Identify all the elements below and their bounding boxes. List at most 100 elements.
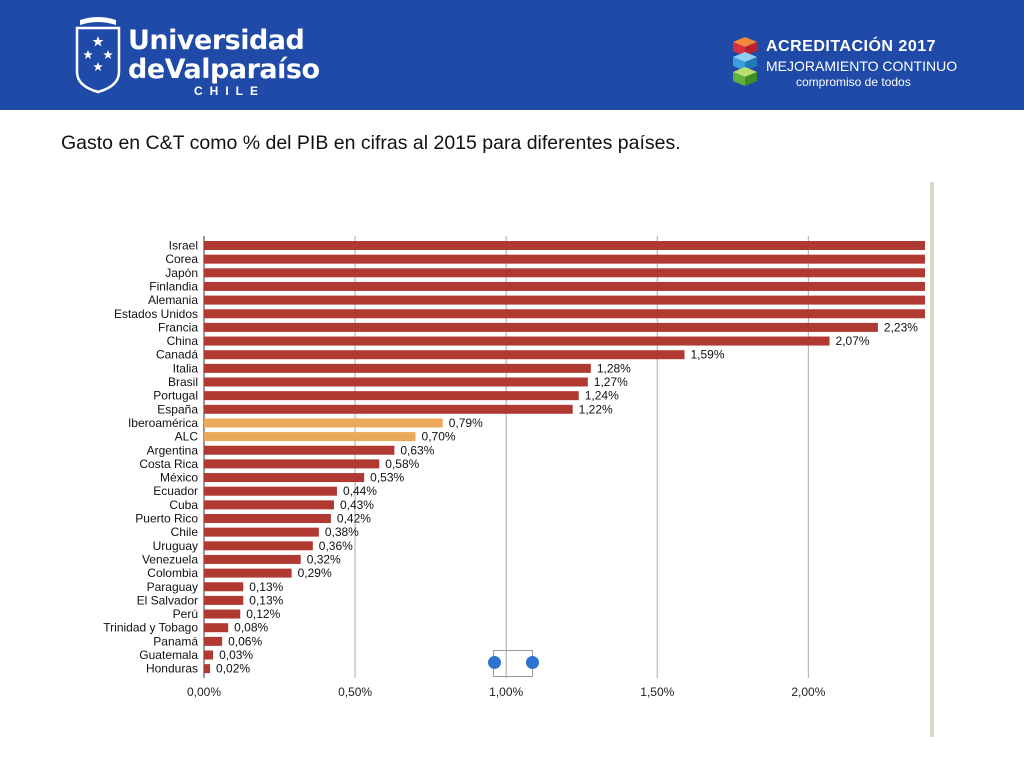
bar[interactable]	[204, 568, 292, 578]
data-label: 1,24%	[585, 389, 619, 403]
bar[interactable]	[204, 391, 579, 401]
resize-handle-right[interactable]	[526, 656, 539, 669]
bar[interactable]	[204, 350, 685, 360]
category-label: Venezuela	[142, 552, 198, 566]
category-label: Corea	[165, 252, 198, 266]
data-label: 0,03%	[219, 648, 253, 662]
data-label: 0,32%	[307, 552, 341, 566]
data-label: 0,29%	[298, 566, 332, 580]
category-label: Israel	[169, 239, 198, 253]
data-label: 0,42%	[337, 512, 371, 526]
category-label: Canadá	[156, 348, 198, 362]
logo-line-1: Universidad	[128, 25, 305, 56]
category-label: Puerto Rico	[135, 512, 198, 526]
category-label: Honduras	[146, 662, 198, 676]
logo-line-3: CHILE	[194, 84, 265, 98]
bar[interactable]	[204, 500, 334, 510]
bar[interactable]	[204, 582, 244, 592]
data-label: 1,22%	[579, 402, 613, 416]
category-label: México	[160, 471, 198, 485]
shield-icon	[75, 17, 121, 94]
category-label: Argentina	[147, 443, 199, 457]
data-label: 0,13%	[249, 580, 283, 594]
bar[interactable]	[204, 514, 331, 523]
x-tick-label: 2,00%	[791, 685, 825, 699]
data-label: 0,79%	[449, 416, 483, 430]
data-label: 0,36%	[319, 539, 353, 553]
category-label: Portugal	[153, 389, 198, 403]
category-label: Ecuador	[153, 484, 198, 498]
divider-line	[930, 182, 934, 737]
bar[interactable]	[204, 636, 223, 646]
bar[interactable]	[204, 281, 925, 291]
logo-line-2: deValparaíso	[128, 54, 320, 85]
bar[interactable]	[204, 486, 337, 496]
data-label: 0,63%	[400, 443, 434, 457]
bar[interactable]	[204, 541, 313, 551]
category-label: Costa Rica	[139, 457, 198, 471]
bar[interactable]	[204, 609, 241, 619]
category-label: Chile	[171, 525, 199, 539]
data-label: 0,08%	[234, 621, 268, 635]
accreditation-tagline: compromiso de todos	[796, 75, 911, 89]
category-label: Finlandia	[149, 279, 198, 293]
bar[interactable]	[204, 241, 925, 250]
slide-title: Gasto en C&T como % del PIB en cifras al…	[61, 132, 681, 154]
x-tick-label: 0,50%	[338, 685, 372, 699]
bar[interactable]	[204, 418, 443, 428]
data-label: 1,27%	[594, 375, 628, 389]
data-label: 0,53%	[370, 471, 404, 485]
bar[interactable]	[204, 377, 588, 387]
bar[interactable]	[204, 664, 211, 674]
bar[interactable]	[204, 623, 229, 633]
data-label: 0,12%	[246, 607, 280, 621]
data-label: 0,58%	[385, 457, 419, 471]
bar[interactable]	[204, 404, 573, 414]
bar[interactable]	[204, 650, 214, 660]
university-logo[interactable]: Universidad deValparaíso CHILE	[74, 12, 320, 102]
data-label: 0,43%	[340, 498, 374, 512]
category-label: Iberoamérica	[128, 416, 198, 430]
bar[interactable]	[204, 322, 878, 332]
category-label: Brasil	[168, 375, 198, 389]
category-label: Estados Unidos	[114, 307, 198, 321]
category-label: Trinidad y Tobago	[103, 621, 198, 635]
bar[interactable]	[204, 432, 416, 442]
category-label: Japón	[165, 266, 198, 280]
category-label: Francia	[158, 320, 198, 334]
data-label: 1,59%	[690, 348, 724, 362]
data-label: 0,38%	[325, 525, 359, 539]
category-label: Panamá	[153, 634, 198, 648]
bar[interactable]	[204, 459, 380, 469]
bar[interactable]	[204, 268, 925, 278]
x-tick-label: 1,00%	[489, 685, 523, 699]
category-label: Alemania	[148, 293, 198, 307]
bar[interactable]	[204, 254, 925, 264]
bar[interactable]	[204, 595, 244, 605]
bar[interactable]	[204, 363, 591, 373]
bar[interactable]	[204, 445, 395, 455]
bar[interactable]	[204, 336, 830, 346]
category-label: Paraguay	[147, 580, 198, 594]
x-tick-label: 0,00%	[187, 685, 221, 699]
category-label: El Salvador	[137, 593, 198, 607]
data-label: 0,13%	[249, 593, 283, 607]
category-label: Perú	[173, 607, 198, 621]
resize-handle-left[interactable]	[488, 656, 501, 669]
category-label: Guatemala	[139, 648, 198, 662]
stacked-cubes-icon	[733, 37, 757, 86]
bar[interactable]	[204, 527, 319, 537]
category-label: Uruguay	[153, 539, 198, 553]
bar[interactable]	[204, 309, 925, 319]
bar[interactable]	[204, 473, 365, 483]
accreditation-subtitle: MEJORAMIENTO CONTINUO	[766, 58, 958, 74]
bar[interactable]	[204, 295, 925, 305]
category-label: Cuba	[169, 498, 198, 512]
category-label: Colombia	[147, 566, 198, 580]
bar-chart: 0,00%0,50%1,00%1,50%2,00%2,50%3,00%3,50%…	[103, 236, 925, 699]
header-banner: Universidad deValparaíso CHILE ACREDITAC…	[0, 0, 1024, 110]
bar[interactable]	[204, 554, 301, 564]
data-label: 0,06%	[228, 634, 262, 648]
category-label: España	[157, 402, 198, 416]
data-label: 0,02%	[216, 662, 250, 676]
